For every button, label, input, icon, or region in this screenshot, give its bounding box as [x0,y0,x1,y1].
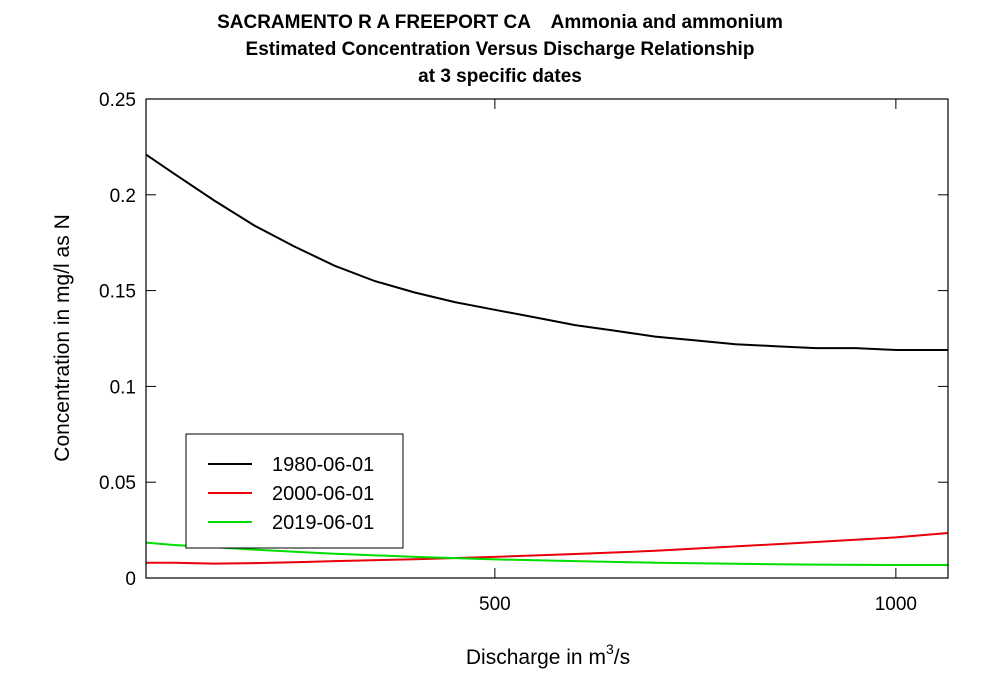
chart-title-line-3: at 3 specific dates [418,66,582,87]
y-tick-label: 0.25 [99,90,136,111]
legend-label: 2019-06-01 [272,512,374,534]
legend: 1980-06-01 2000-06-01 2019-06-01 [185,433,404,549]
y-tick-label: 0 [125,569,136,590]
y-axis-label: Concentration in mg/l as N [51,214,74,461]
y-tick-label: 0.1 [110,377,136,398]
chart-title-line-1: SACRAMENTO R A FREEPORT CA Ammonia and a… [217,12,783,33]
legend-label: 1980-06-01 [272,454,374,476]
chart-title-line-2: Estimated Concentration Versus Discharge… [245,39,755,60]
y-tick-label: 0.05 [99,473,136,494]
x-tick-label: 500 [479,594,511,615]
axis-ticks: 0 0.05 0.1 0.15 0.2 0.25 500 1000 [99,90,948,615]
legend-label: 2000-06-01 [272,483,374,505]
x-axis-label: Discharge in m3/s [466,641,630,669]
y-tick-label: 0.2 [110,186,136,207]
legend-box [185,433,404,549]
series-line-1980-06-01 [145,153,948,351]
plot-frame [145,98,949,579]
x-tick-label: 1000 [875,594,917,615]
y-tick-label: 0.15 [99,282,136,303]
